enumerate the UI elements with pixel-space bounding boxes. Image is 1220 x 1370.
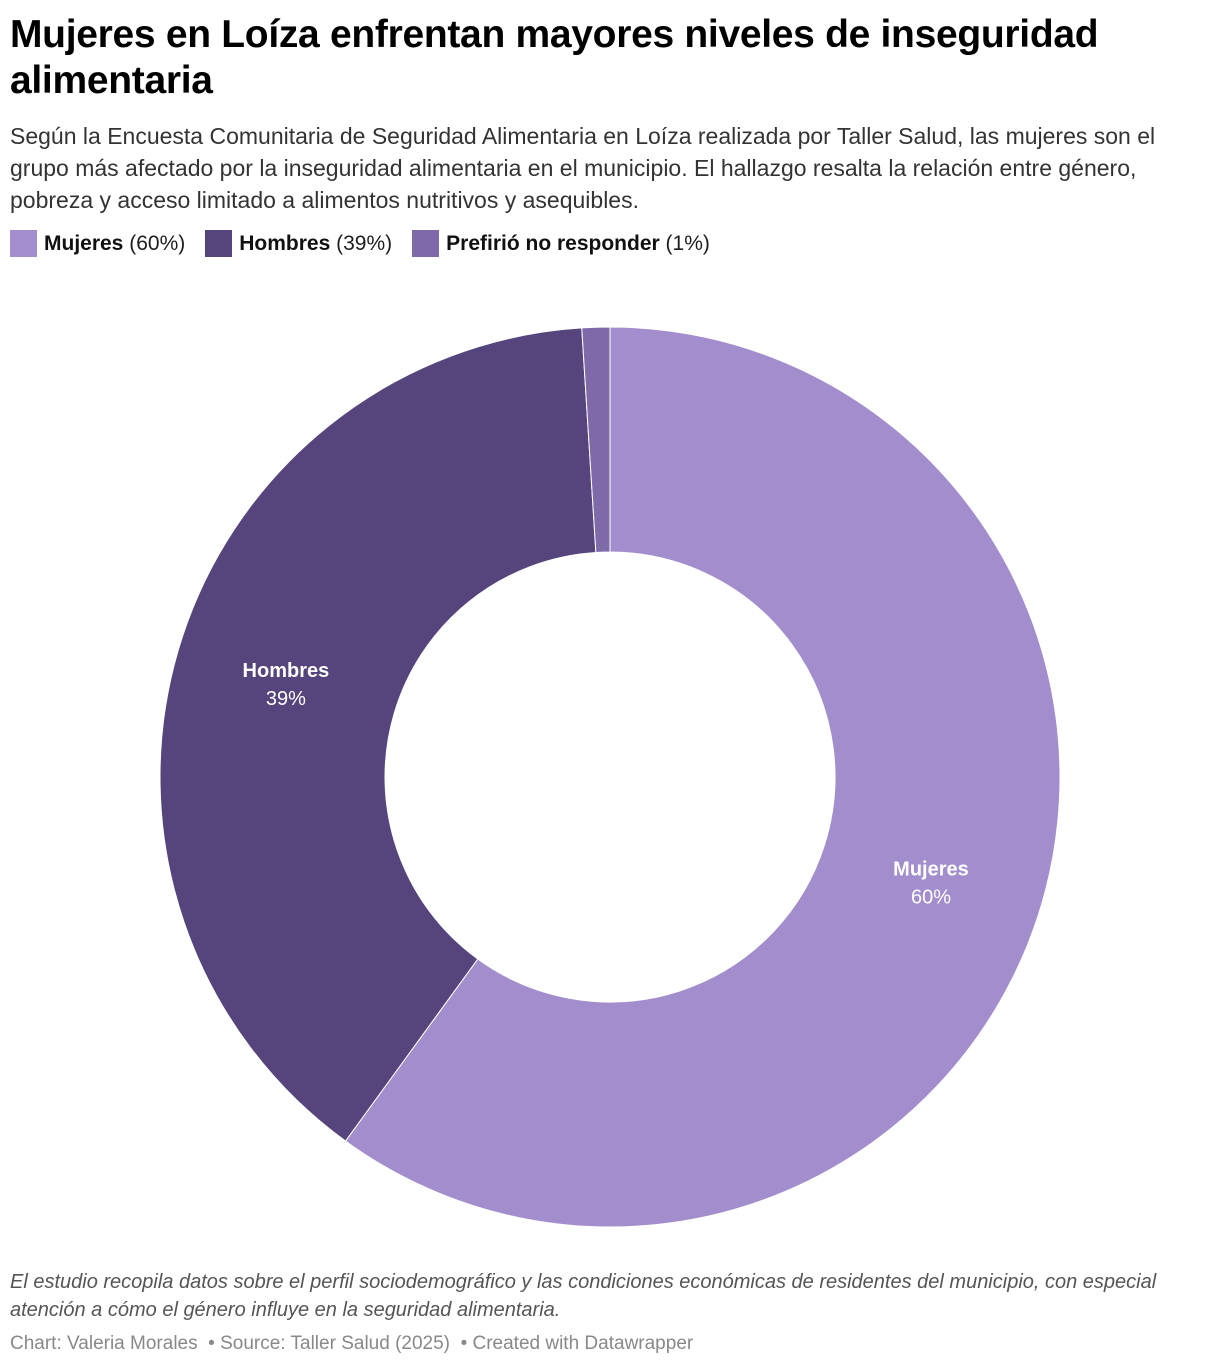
legend-label: Hombres: [239, 231, 331, 255]
footer-byline: Chart: Valeria Morales: [10, 1333, 198, 1354]
slice-label-value: 39%: [266, 688, 306, 710]
slice-hombres: [159, 327, 597, 1142]
legend-item-hombres: Hombres (39%): [205, 230, 392, 257]
legend-swatch: [205, 230, 233, 257]
legend-label: Prefirió no responder: [446, 231, 660, 255]
legend-swatch: [412, 230, 440, 257]
slice-label-name: Hombres: [243, 660, 330, 682]
slice-label-value: 60%: [911, 886, 951, 908]
chart-notes: El estudio recopila datos sobre el perfi…: [10, 1271, 1157, 1321]
slice-label-name: Mujeres: [893, 858, 969, 880]
legend-value: (39%): [336, 231, 393, 255]
legend-item-prefirio: Prefirió no responder (1%): [412, 230, 710, 257]
slice-mujeres: [344, 326, 1061, 1228]
legend-item-mujeres: Mujeres (60%): [10, 230, 185, 257]
footer-credit[interactable]: • Created with Datawrapper: [460, 1333, 694, 1354]
footer-source[interactable]: • Source: Taller Salud (2025): [208, 1333, 450, 1354]
chart-title: Mujeres en Loíza enfrentan mayores nivel…: [10, 13, 1099, 102]
slice-prefiri-no-responder: [581, 326, 611, 553]
legend-value: (60%): [129, 231, 186, 255]
footer: Chart: Valeria Morales • Source: Taller …: [10, 1333, 693, 1355]
legend-value: (1%): [665, 231, 710, 255]
legend-swatch: [10, 230, 37, 257]
legend-label: Mujeres: [44, 231, 124, 255]
legend: Mujeres (60%) Hombres (39%) Prefirió no …: [10, 230, 1210, 257]
chart-subtitle: Según la Encuesta Comunitaria de Segurid…: [10, 123, 1156, 213]
